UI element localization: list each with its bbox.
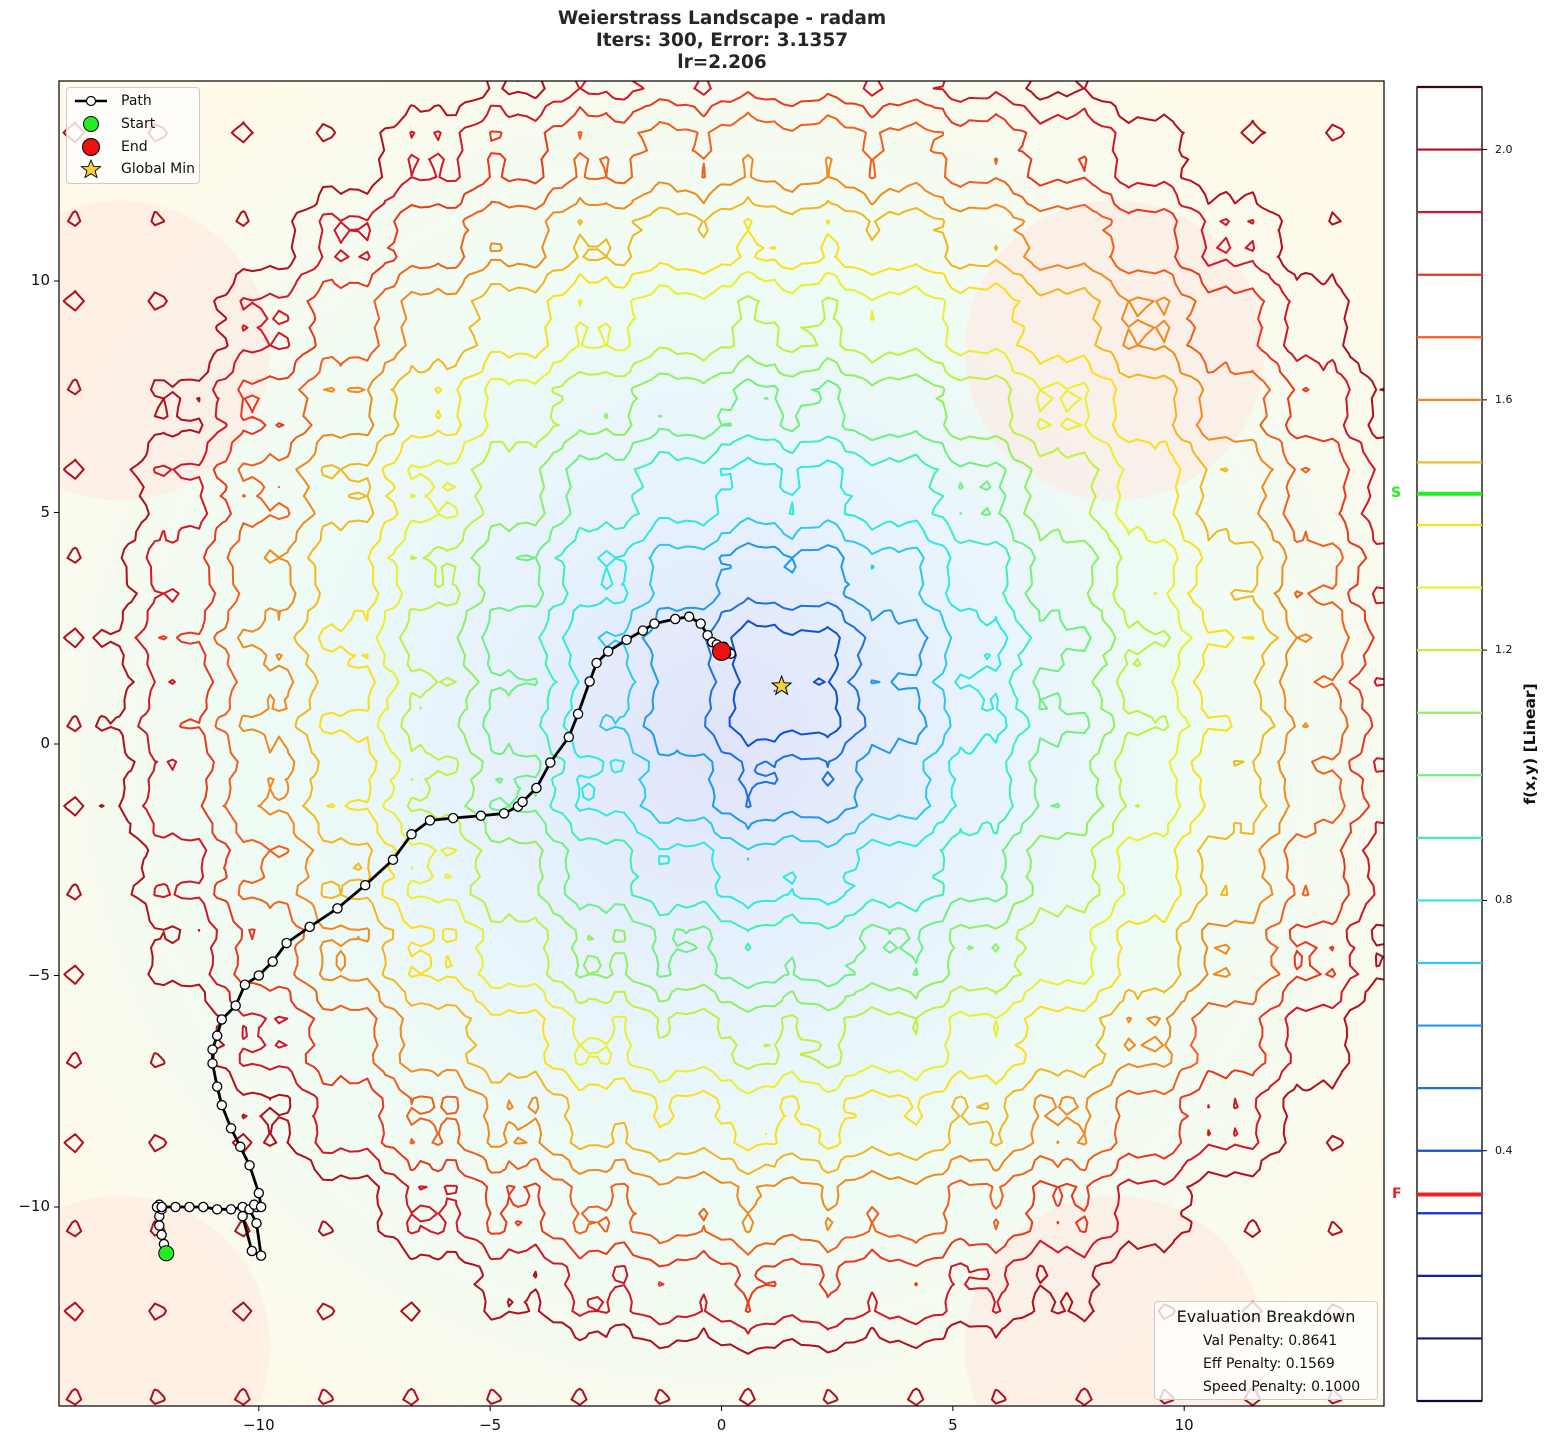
colorbar-tick-label: 0.8 xyxy=(1495,893,1513,907)
x-tick-label: −10 xyxy=(242,1416,275,1434)
legend: Path Start End Global Min xyxy=(66,87,200,184)
legend-label: Path xyxy=(121,93,152,109)
title-line-1: Weierstrass Landscape - radam xyxy=(557,8,887,29)
eff-penalty: Eff Penalty: 0.1569 xyxy=(1203,1356,1335,1372)
legend-item-start: Start xyxy=(73,114,155,134)
colorbar-final-marker: F xyxy=(1392,1185,1402,1202)
red-circle-icon xyxy=(73,137,109,157)
evaluation-breakdown-box: Evaluation Breakdown Val Penalty: 0.8641… xyxy=(1154,1301,1378,1400)
y-tick-label: −10 xyxy=(18,1197,50,1215)
colorbar-tick-label: 1.6 xyxy=(1495,392,1513,406)
legend-item-end: End xyxy=(73,137,148,157)
legend-label: End xyxy=(121,139,148,155)
evaluation-heading: Evaluation Breakdown xyxy=(1176,1307,1356,1326)
x-tick-label: 0 xyxy=(716,1416,727,1434)
title-line-3: lr=2.206 xyxy=(677,52,767,73)
y-tick-label: 0 xyxy=(40,734,50,752)
title-line-2: Iters: 300, Error: 3.1357 xyxy=(595,30,849,51)
colorbar-tick-label: 2.0 xyxy=(1495,142,1513,156)
colorbar xyxy=(1416,85,1487,1403)
x-tick-label: 5 xyxy=(948,1416,958,1434)
x-tick-label: −5 xyxy=(479,1416,502,1434)
star-icon xyxy=(73,158,109,179)
optimizer-path xyxy=(151,611,793,1262)
legend-label: Start xyxy=(121,116,156,132)
chart-title: Weierstrass Landscape - radam Iters: 300… xyxy=(0,8,1444,74)
legend-label: Global Min xyxy=(121,161,195,177)
x-tick-label: 10 xyxy=(1174,1416,1194,1434)
colorbar-tick-label: 1.2 xyxy=(1495,643,1513,657)
y-tick-label: −5 xyxy=(27,965,50,984)
green-circle-icon xyxy=(73,114,109,134)
axis-ticks xyxy=(54,280,1185,1411)
legend-item-path: Path xyxy=(73,91,152,111)
y-tick-label: 10 xyxy=(30,271,50,289)
colorbar-start-marker: S xyxy=(1391,484,1402,501)
y-tick-label: 5 xyxy=(40,502,50,521)
val-penalty: Val Penalty: 0.8641 xyxy=(1203,1333,1338,1349)
legend-item-global-min: Global Min xyxy=(73,158,195,179)
colorbar-tick-label: 0.4 xyxy=(1495,1143,1513,1157)
path-line-icon xyxy=(73,91,109,111)
speed-penalty: Speed Penalty: 0.1000 xyxy=(1203,1379,1361,1395)
contour-lines xyxy=(62,81,1384,1406)
colorbar-label: f(x,y) [Linear] xyxy=(1521,683,1539,805)
